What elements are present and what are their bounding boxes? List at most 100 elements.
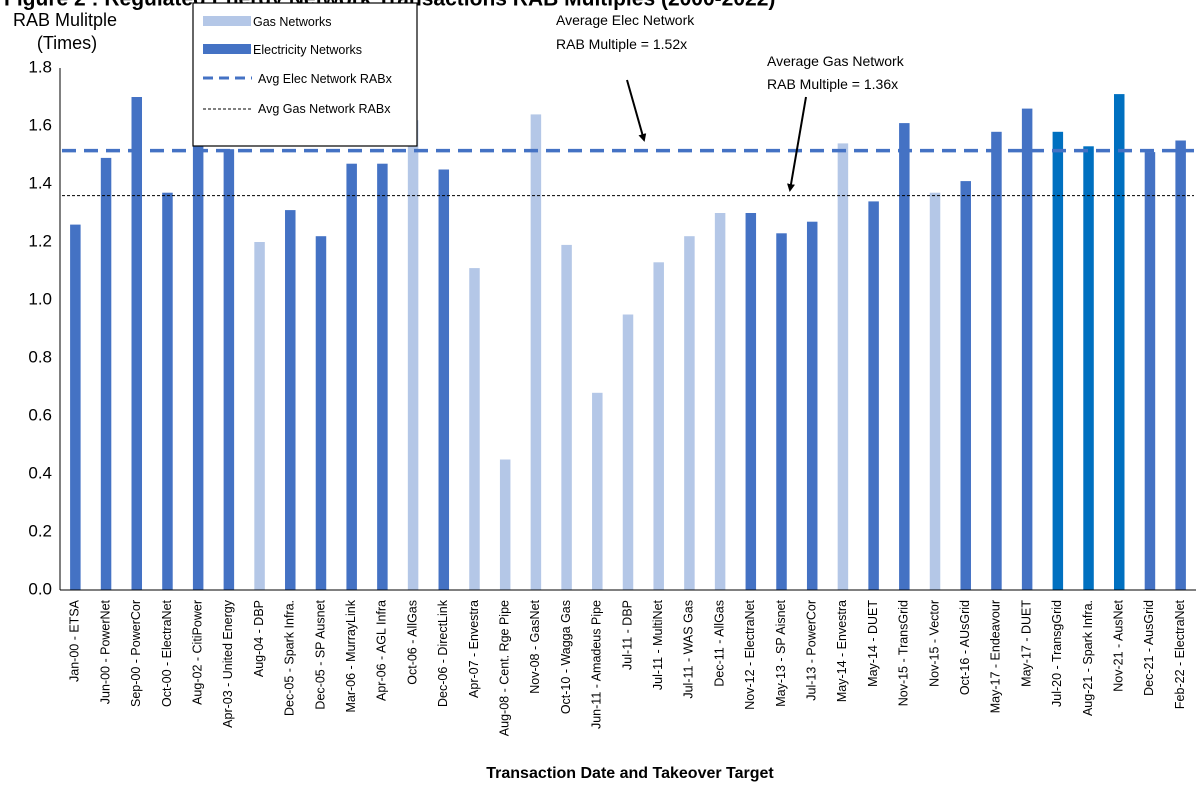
x-tick-label: May-14 - Envestra [835, 600, 849, 702]
bar [561, 244, 572, 590]
bar [806, 221, 818, 590]
y-tick-label: 1.2 [28, 231, 52, 250]
annotation-elec-arrow [626, 79, 647, 142]
bar [315, 236, 327, 590]
y-tick-label: 0.0 [28, 579, 52, 598]
bar [1083, 146, 1094, 591]
bar [899, 123, 910, 590]
legend-box [192, 2, 418, 147]
legend-label-elec: Electricity Networks [253, 43, 362, 57]
bar [131, 97, 143, 590]
x-tick-label: Dec-21 - AusGrid [1142, 600, 1156, 696]
bar [70, 224, 81, 590]
annotation-elec-line1: Average Elec Network [556, 12, 695, 28]
x-axis-title: Transaction Date and Takeover Target [486, 765, 774, 782]
legend-label-gas: Gas Networks [253, 15, 332, 29]
annotation-elec-line2: RAB Multiple = 1.52x [556, 36, 687, 52]
y-tick-label: 0.8 [28, 347, 52, 366]
x-tick-label: Nov-15 - Vector [927, 600, 941, 687]
bar [100, 157, 112, 590]
legend: Gas Networks Electricity Networks Avg El… [192, 2, 418, 147]
bar [1113, 94, 1125, 590]
annotation-gas-arrow [787, 96, 807, 192]
bar [960, 181, 971, 590]
bar [837, 143, 849, 590]
x-tick-label: Apr-06 - AGL Infra [375, 600, 389, 701]
bar [192, 120, 204, 590]
x-tick-label: Jul-11 - WAS Gas [682, 600, 696, 699]
x-tick-label: Dec-11 - AllGas [712, 600, 726, 687]
x-tick-label: Nov-12 - ElectraNet [743, 599, 757, 709]
legend-label-avg-elec: Avg Elec Network RABx [258, 72, 393, 86]
bar [223, 149, 235, 590]
x-tick-label: Dec-05 - SP Ausnet [313, 599, 327, 709]
bar [622, 314, 634, 590]
bar [1021, 108, 1033, 590]
bar [438, 169, 450, 590]
x-tick-label: Nov-15 - TransGrid [897, 600, 911, 706]
x-tick-label: May-17 - Endeavour [989, 600, 1003, 713]
x-tick-label: Jul-13 - PowerCor [805, 600, 819, 701]
y-tick-label: 0.4 [28, 463, 52, 482]
y-axis-title-line2: (Times) [37, 33, 97, 53]
bar [285, 210, 296, 590]
x-tick-label: Nov-21 - AusNet [1112, 599, 1126, 691]
y-axis-ticks: 0.0 0.2 0.4 0.6 0.8 1.0 1.2 1.4 1.6 1.8 [28, 57, 52, 598]
bar [684, 236, 695, 590]
x-tick-label: Mar-06 - MurrayLink [344, 599, 358, 712]
bar [499, 459, 511, 590]
bar [745, 213, 757, 590]
x-tick-label: Oct-10 - Wagga Gas [559, 600, 573, 714]
bars [70, 94, 1186, 591]
x-tick-label: Nov-08 - GasNet [528, 599, 542, 693]
bar [469, 268, 480, 590]
bar [868, 201, 879, 590]
x-tick-label: Jul-11 - DBP [620, 600, 634, 670]
x-tick-label: Jul-20 - TransgGrid [1050, 600, 1064, 707]
bar [162, 192, 173, 590]
bar [530, 114, 542, 591]
x-tick-label: Apr-07 - Envestra [467, 600, 481, 698]
y-tick-label: 1.6 [28, 115, 52, 134]
annotation-gas-line2: RAB Multiple = 1.36x [767, 76, 898, 92]
x-tick-label: Aug-02 - CitiPower [190, 600, 204, 705]
legend-swatch-elec [203, 44, 251, 54]
x-tick-label: Sep-00 - PowerCor [129, 600, 143, 707]
x-tick-label: Aug-04 - DBP [252, 600, 266, 677]
y-axis-title-line1: RAB Mulitple [13, 10, 117, 30]
bar [407, 120, 419, 590]
bar [346, 163, 357, 590]
bar [592, 392, 603, 590]
x-tick-label: Feb-22 - ElectraNet [1173, 599, 1187, 709]
x-tick-label: Oct-16 - AUsGrid [958, 600, 972, 695]
x-tick-label: Aug-08 - Cent. Rge Pipe [497, 600, 511, 736]
x-tick-label: Jan-00 - ETSA [68, 599, 82, 682]
bar [776, 233, 787, 591]
x-tick-label: May-14 - DUET [866, 600, 880, 687]
bar [714, 213, 726, 590]
y-tick-label: 1.8 [28, 57, 52, 76]
bar [653, 262, 664, 590]
x-tick-label: Oct-00 - ElectraNet [160, 599, 174, 707]
x-tick-label: Jun-00 - PowerNet [98, 599, 112, 704]
average-lines [62, 148, 1194, 197]
x-tick-label: Dec-06 - DirectLink [436, 599, 450, 707]
y-tick-label: 0.6 [28, 405, 52, 424]
legend-swatch-gas [203, 16, 251, 26]
x-tick-label: May-17 - DUET [1019, 600, 1033, 687]
y-tick-label: 0.2 [28, 521, 52, 540]
x-tick-label: Jul-11 - MultiNet [651, 599, 665, 690]
bar [1175, 140, 1186, 590]
bar [929, 192, 941, 590]
bar [991, 131, 1002, 591]
x-tick-label: May-13 - SP Aisnet [774, 599, 788, 706]
y-tick-label: 1.0 [28, 289, 52, 308]
x-tick-label: Oct-06 - AllGas [405, 600, 419, 685]
y-tick-label: 1.4 [28, 173, 52, 192]
x-tick-label: Jun-11 - Amadeus Pipe [590, 600, 604, 729]
x-tick-label: Dec-05 - Spark Infra. [283, 600, 297, 716]
x-axis-ticks: Jan-00 - ETSA Jun-00 - PowerNet Sep-00 - P… [68, 599, 1187, 736]
bar [1144, 152, 1156, 590]
bar [1052, 131, 1064, 591]
